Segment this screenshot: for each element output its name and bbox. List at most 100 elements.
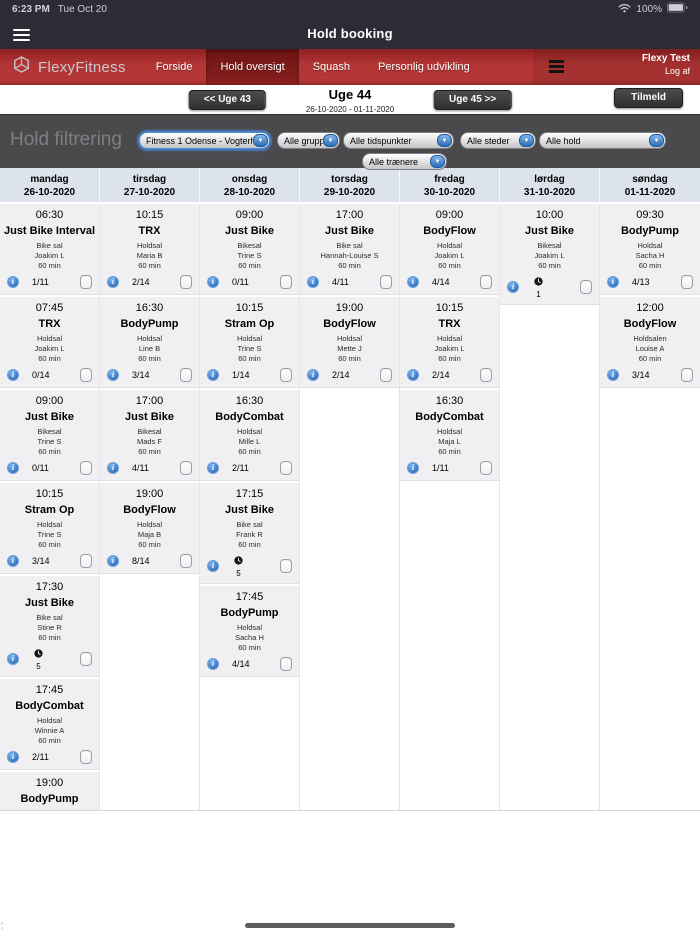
class-card[interactable]: 10:00 Just Bike Bikesal Joakim L 60 min … [500, 204, 599, 305]
info-icon[interactable]: i [7, 368, 19, 381]
class-card[interactable]: 16:30 BodyCombat Holdsal Maja L 60 min i… [400, 390, 499, 481]
booking-checkbox[interactable] [180, 460, 192, 475]
info-icon[interactable]: i [107, 275, 119, 288]
booking-checkbox[interactable] [280, 274, 292, 289]
class-card[interactable]: 17:00 Just Bike Bike sal Hannah-Louise S… [300, 204, 399, 295]
trainers-select[interactable]: Alle trænere ▼ [362, 153, 447, 170]
class-card[interactable]: 16:30 BodyCombat Holdsal Mille L 60 min … [200, 390, 299, 481]
info-icon[interactable]: i [7, 554, 19, 567]
booking-checkbox[interactable] [280, 367, 292, 382]
class-capacity: 0/11 [232, 276, 249, 287]
nav-item-personlig-udvikling[interactable]: Personlig udvikling [378, 61, 470, 73]
class-details: Holdsal Amalie H 60 min [0, 809, 99, 810]
booking-checkbox[interactable] [80, 749, 92, 764]
info-icon[interactable]: i [307, 368, 319, 381]
nav-item-forside[interactable]: Forside [155, 61, 193, 73]
info-icon[interactable]: i [207, 275, 219, 288]
info-icon[interactable]: i [207, 368, 219, 381]
info-icon[interactable]: i [407, 368, 419, 381]
info-icon[interactable]: i [7, 750, 19, 763]
day-date: 29-10-2020 [323, 187, 376, 198]
class-room: Holdsal [336, 334, 362, 343]
places-select[interactable]: Alle steder ▼ [460, 132, 536, 149]
times-select[interactable]: Alle tidspunkter ▼ [343, 132, 454, 149]
class-card[interactable]: 17:15 Just Bike Bike sal Frank R 60 min … [200, 483, 299, 584]
booking-checkbox[interactable] [80, 553, 92, 568]
class-card[interactable]: 17:00 Just Bike Bikesal Mads F 60 min i … [100, 390, 199, 481]
class-card[interactable]: 16:30 BodyPump Holdsal Line B 60 min i 3… [100, 297, 199, 388]
info-icon[interactable]: i [107, 461, 119, 474]
info-icon[interactable]: i [607, 275, 619, 288]
booking-checkbox[interactable] [180, 274, 192, 289]
class-card[interactable]: 09:00 BodyFlow Holdsal Joakim L 60 min i… [400, 204, 499, 295]
class-card[interactable]: 09:00 Just Bike Bikesal Trine S 60 min i… [200, 204, 299, 295]
class-card[interactable]: 09:00 Just Bike Bikesal Trine S 60 min i… [0, 390, 99, 481]
class-card[interactable]: 19:00 BodyFlow Holdsal Mette J 60 min i … [300, 297, 399, 388]
prev-week-button[interactable]: << Uge 43 [188, 90, 266, 110]
class-duration: 60 min [38, 736, 61, 745]
class-room: Holdsal [36, 520, 62, 529]
booking-checkbox[interactable] [80, 367, 92, 382]
info-icon[interactable]: i [407, 275, 419, 288]
booking-checkbox[interactable] [280, 460, 292, 475]
class-card[interactable]: 12:00 BodyFlow Holdsalen Louise A 60 min… [600, 297, 700, 388]
booking-checkbox[interactable] [380, 274, 392, 289]
next-week-button[interactable]: Uge 45 >> [434, 90, 512, 110]
booking-checkbox[interactable] [180, 367, 192, 382]
info-icon[interactable]: i [507, 280, 519, 293]
class-card[interactable]: 19:00 BodyPump Holdsal Amalie H 60 min i… [0, 772, 99, 810]
logout-link[interactable]: Log af [664, 66, 690, 76]
nav-item-squash[interactable]: Squash [312, 61, 350, 73]
info-icon[interactable]: i [107, 368, 119, 381]
info-icon[interactable]: i [7, 275, 19, 288]
class-card[interactable]: 10:15 Stram Op Holdsal Trine S 60 min i … [200, 297, 299, 388]
class-card[interactable]: 17:45 BodyPump Holdsal Sacha H 60 min i … [200, 586, 299, 677]
groups-select[interactable]: Alle grupper ▼ [277, 132, 340, 149]
booking-checkbox[interactable] [180, 553, 192, 568]
class-duration: 60 min [438, 354, 461, 363]
booking-checkbox[interactable] [380, 367, 392, 382]
app-menu-icon[interactable] [13, 26, 30, 44]
class-card[interactable]: 19:00 BodyFlow Holdsal Maja B 60 min i 8… [100, 483, 199, 574]
booking-checkbox[interactable] [280, 558, 292, 573]
booking-checkbox[interactable] [280, 656, 292, 671]
class-card[interactable]: 06:30 Just Bike Interval Bike sal Joakim… [0, 204, 99, 295]
booking-checkbox[interactable] [681, 274, 693, 289]
nav-item-hold-oversigt[interactable]: Hold oversigt [206, 49, 299, 85]
location-select[interactable]: Fitness 1 Odense - Vogterhus ▼ [139, 132, 270, 149]
class-card[interactable]: 10:15 TRX Holdsal Joakim L 60 min i 2/14 [400, 297, 499, 388]
class-card[interactable]: 07:45 TRX Holdsal Joakim L 60 min i 0/14 [0, 297, 99, 388]
chevron-down-icon: ▼ [519, 134, 534, 147]
booking-checkbox[interactable] [80, 460, 92, 475]
class-card[interactable]: 09:30 BodyPump Holdsal Sacha H 60 min i … [600, 204, 700, 295]
booking-checkbox[interactable] [681, 367, 693, 382]
info-icon[interactable]: i [307, 275, 319, 288]
booking-checkbox[interactable] [80, 651, 92, 666]
info-icon[interactable]: i [7, 461, 19, 474]
class-card[interactable]: 17:30 Just Bike Bike sal Stine R 60 min … [0, 576, 99, 677]
class-card[interactable]: 10:15 Stram Op Holdsal Trine S 60 min i … [0, 483, 99, 574]
info-icon[interactable]: i [207, 657, 219, 670]
class-name: BodyFlow [323, 318, 376, 330]
brand[interactable]: FlexyFitness [0, 49, 126, 85]
booking-checkbox[interactable] [480, 460, 492, 475]
classes-select[interactable]: Alle hold ▼ [539, 132, 666, 149]
info-icon[interactable]: i [207, 559, 219, 572]
class-card[interactable]: 10:15 TRX Holdsal Maria B 60 min i 2/14 [100, 204, 199, 295]
class-card[interactable]: 17:45 BodyCombat Holdsal Winnie A 60 min… [0, 679, 99, 770]
booking-checkbox[interactable] [80, 274, 92, 289]
booking-checkbox[interactable] [480, 367, 492, 382]
class-trainer: Stine R [37, 623, 62, 632]
info-icon[interactable]: i [207, 461, 219, 474]
week-grid: 06:30 Just Bike Interval Bike sal Joakim… [0, 204, 700, 811]
booking-checkbox[interactable] [580, 279, 592, 294]
info-icon[interactable]: i [107, 554, 119, 567]
home-indicator[interactable] [245, 923, 455, 928]
info-icon[interactable]: i [7, 652, 19, 665]
nav-hamburger-icon[interactable] [549, 60, 564, 75]
info-icon[interactable]: i [407, 461, 419, 474]
day-name: tirsdag [132, 174, 167, 185]
signup-button[interactable]: Tilmeld [614, 88, 683, 108]
info-icon[interactable]: i [607, 368, 619, 381]
booking-checkbox[interactable] [480, 274, 492, 289]
